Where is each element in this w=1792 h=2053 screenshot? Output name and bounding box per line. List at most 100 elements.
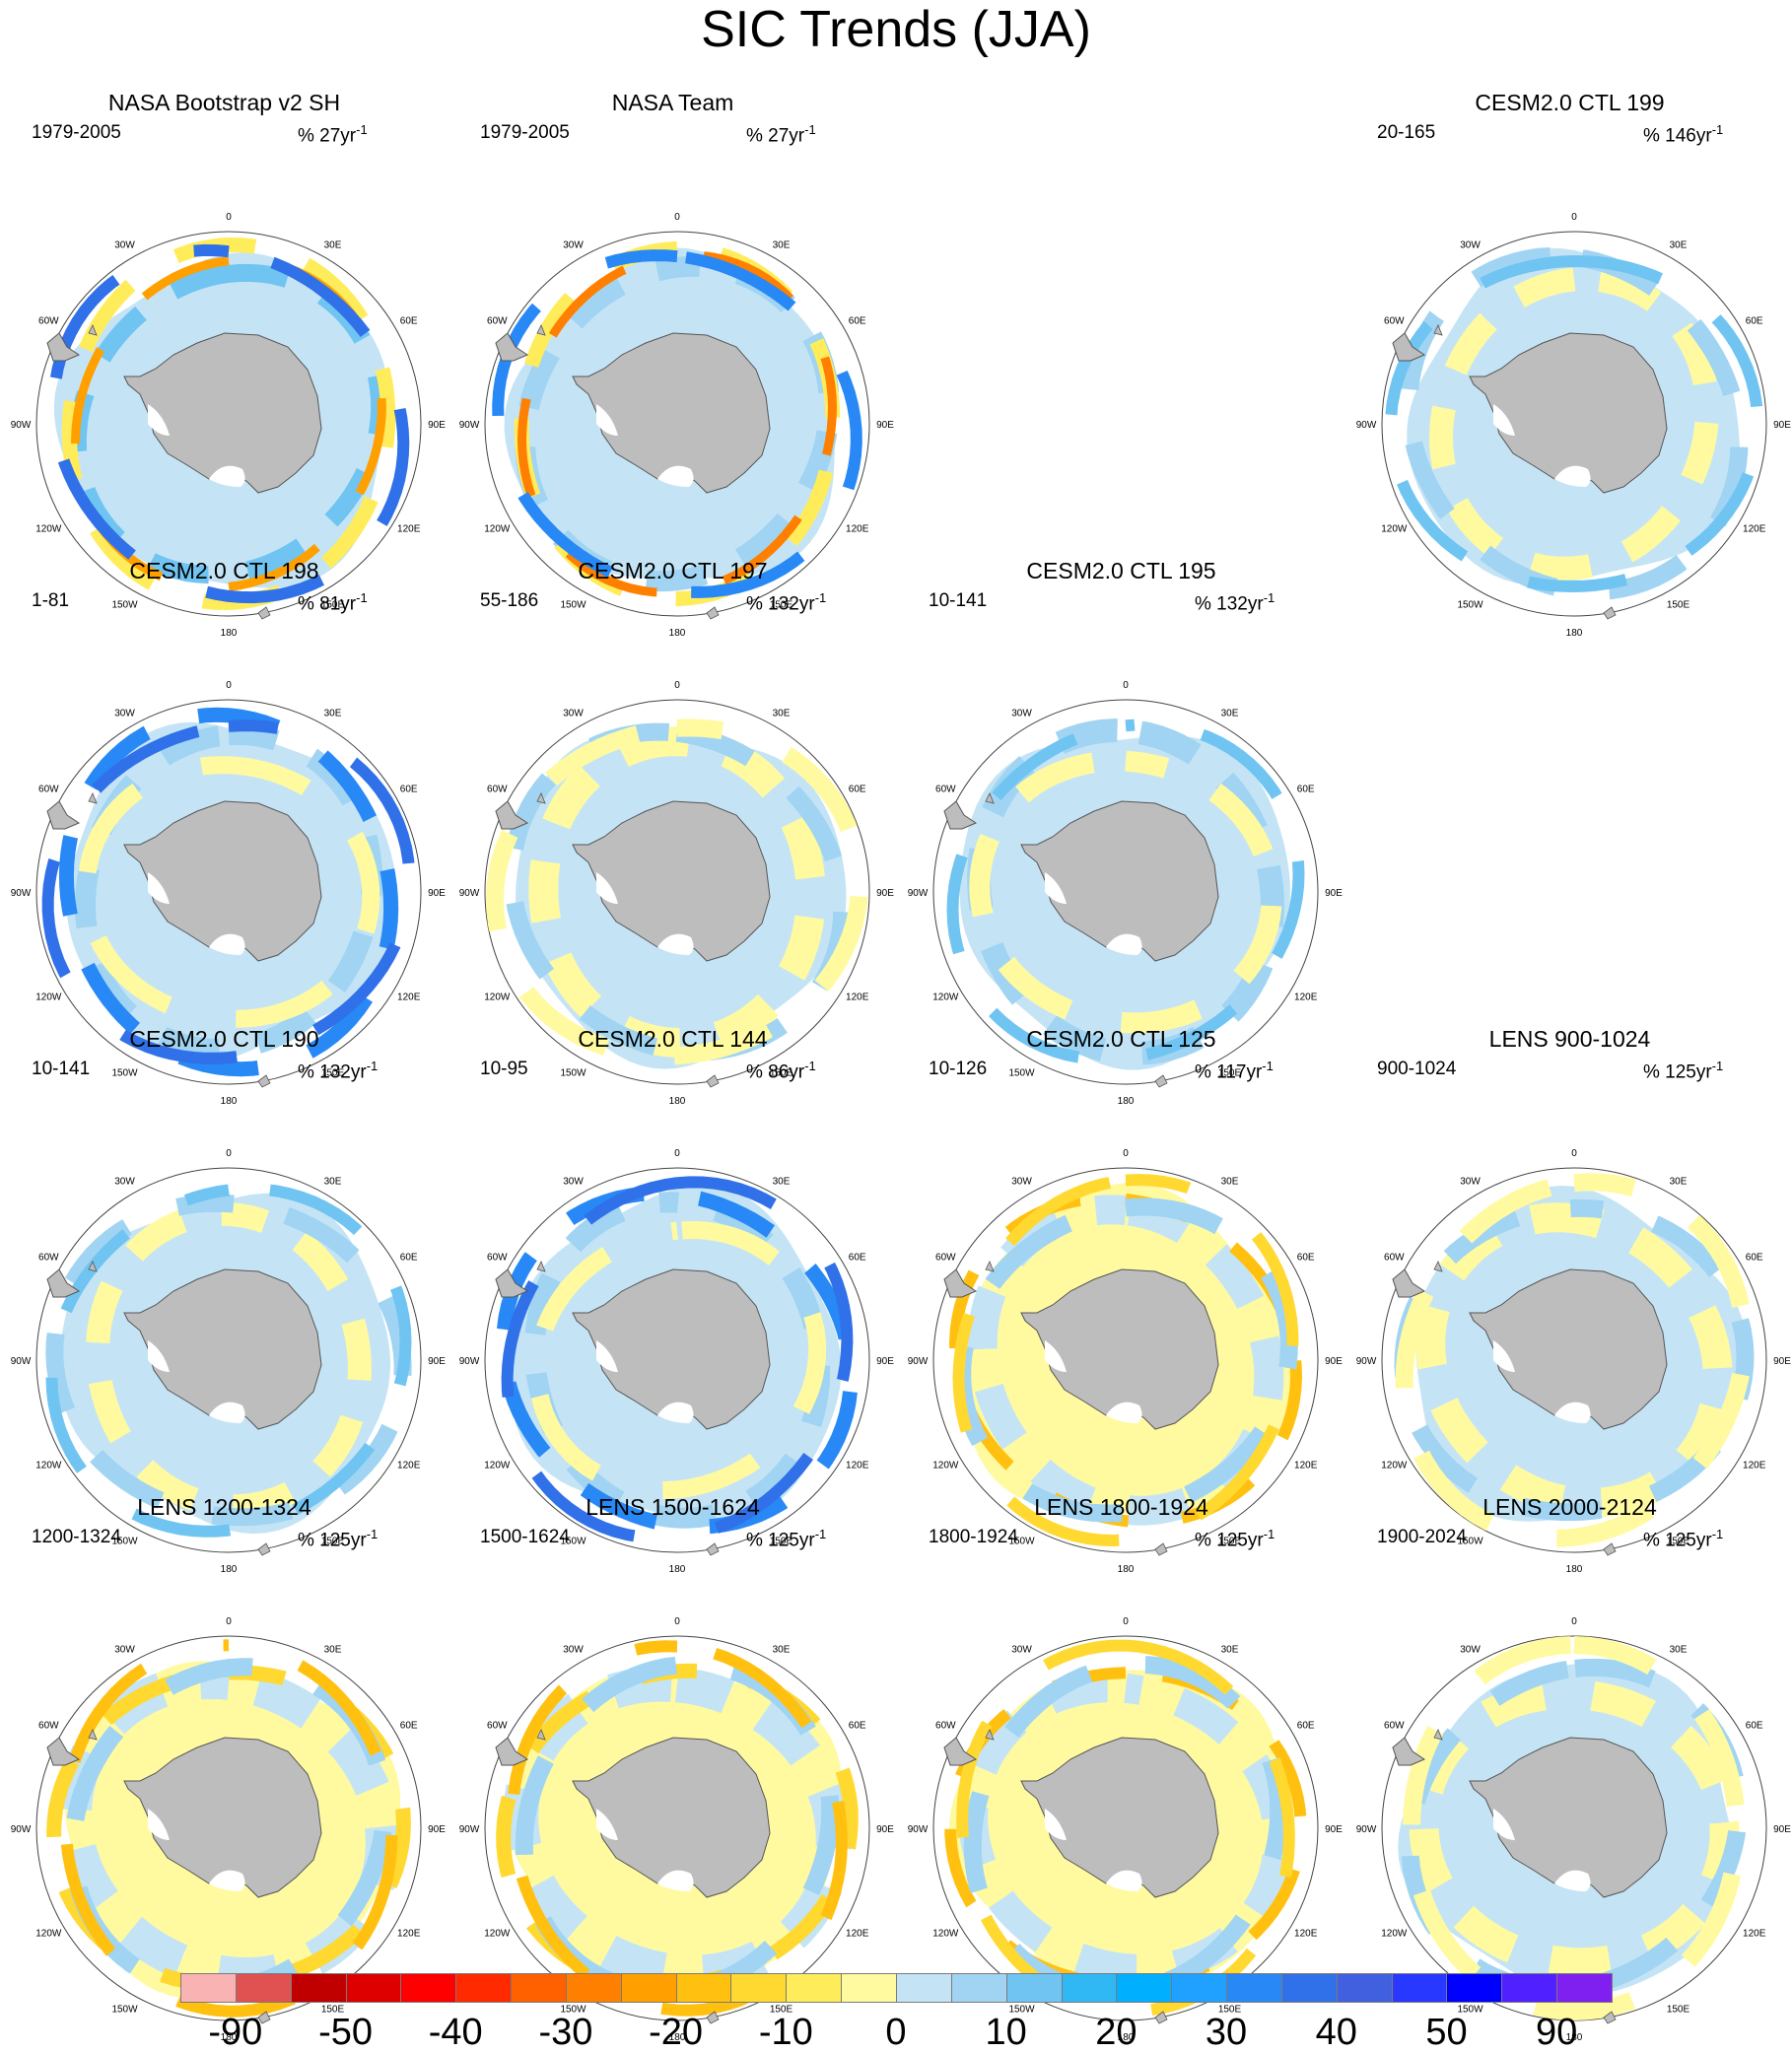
grid-longitude-label: 90E [1773, 1824, 1791, 1835]
colorbar-swatch [290, 1973, 347, 2003]
grid-longitude-label: 60W [38, 1253, 59, 1264]
grid-longitude-label: 120E [397, 1929, 421, 1940]
panel-title: CESM2.0 CTL 195 [1026, 558, 1216, 583]
grid-longitude-label: 0 [1123, 1616, 1129, 1627]
ronne-ice-shelf [596, 872, 618, 904]
panel-units-text: % 27yr [298, 125, 357, 147]
ronne-ice-shelf [148, 404, 170, 436]
trend-band [514, 240, 841, 607]
grid-longitude-label: 30E [324, 1644, 342, 1655]
ross-ice-shelf [209, 465, 245, 487]
grid-longitude-label: 120W [1381, 1461, 1408, 1471]
grid-longitude-label: 90E [428, 1824, 446, 1835]
colorbar-swatch [345, 1973, 402, 2003]
grid-longitude-label: 90W [1356, 1356, 1377, 1367]
grid-longitude-label: 30E [1670, 1644, 1688, 1655]
map-panel: LENS 1200-1324 1200-1324 % 125yr-1 0 30E 60E 9… [0, 1493, 448, 2043]
ross-ice-shelf [1106, 1870, 1142, 1891]
panel-units-text: % 132yr [298, 1061, 367, 1083]
grid-longitude-label: 60W [487, 1721, 508, 1732]
colorbar-tick-label: -30 [538, 2012, 593, 2053]
panel-period: 10-141 [929, 590, 988, 611]
grid-longitude-label: 90E [876, 1356, 894, 1367]
panel-title: LENS 1200-1324 [137, 1494, 311, 1520]
grid-longitude-label: 150W [1008, 1537, 1035, 1547]
new-zealand-landmass [706, 606, 720, 620]
grid-longitude-label: 60W [487, 1253, 508, 1264]
new-zealand-landmass [1603, 1542, 1617, 1556]
south-america-landmass [495, 332, 529, 362]
ross-ice-shelf [209, 1870, 245, 1891]
grid-longitude-label: 150W [1457, 2005, 1483, 2016]
trend-band [68, 263, 389, 584]
map-panel: CESM2.0 CTL 199 20-165 % 146yr-1 0 30E 60E 90E… [1345, 89, 1792, 639]
grid-longitude-label: 180 [1566, 2032, 1583, 2043]
colorbar-swatch [1501, 1973, 1558, 2003]
grid-longitude-label: 60W [1384, 1253, 1405, 1264]
grid-longitude-label: 30E [324, 240, 342, 250]
grid-longitude-label: 60E [400, 1253, 418, 1264]
grid-longitude-label: 30E [773, 240, 791, 250]
grid-longitude-label: 150W [1457, 600, 1483, 611]
panel-units: % 132yr-1 [298, 1055, 378, 1084]
panel-period: 10-95 [480, 1059, 528, 1079]
polar-map: 0 30E 60E 90E 120E 150E 180 150W 120W 90W 60W 30W [459, 680, 895, 1107]
grid-longitude-label: 120W [35, 992, 62, 1003]
grid-longitude-label: 0 [1123, 1148, 1129, 1159]
grid-longitude-label: 60W [1384, 316, 1405, 327]
panel-period: 10-141 [32, 1059, 91, 1079]
polar-map: 0 30E 60E 90E 120E 150E 180 150W 120W 90W 60W 30W [11, 212, 447, 639]
island-landmass [88, 324, 98, 336]
island-landmass [1433, 1729, 1443, 1741]
grid-longitude-label: 30W [563, 1644, 584, 1655]
south-america-landmass [943, 800, 978, 830]
new-zealand-landmass [706, 1074, 720, 1088]
colorbar-swatch [841, 1973, 897, 2003]
south-america-landmass [1392, 1737, 1426, 1766]
panel-title: LENS 1500-1624 [586, 1494, 760, 1520]
map-panel: CESM2.0 CTL 125 10-126% 117yr-1 0 30E 60E 90E… [897, 1025, 1345, 1575]
panel-units-exponent: -1 [1263, 590, 1275, 605]
grid-longitude-label: 30E [1670, 240, 1688, 250]
trend-band [523, 1192, 831, 1529]
trend-band [59, 1639, 398, 2018]
grid-longitude-label: 150E [1218, 1537, 1242, 1547]
panel-period: 1979-2005 [32, 122, 121, 143]
map-panel: NASA Team 1979-2005% 27yr-1 0 30E 60E 90E 120E… [448, 89, 897, 639]
panel-units-text: % 132yr [1195, 593, 1264, 615]
grid-longitude-label: 30W [1460, 240, 1481, 250]
polar-map: 0 30E 60E 90E 120E 150E 180 150W 120W 90W 60W 30W [459, 1616, 895, 2043]
polar-map: 0 30E 60E 90E 120E 150E 180 150W 120W 90W 60W 30W [908, 1616, 1344, 2043]
map-panel: CESM2.0 CTL 144 10-95% 86yr-1 0 30E 60E 90E 12… [448, 1025, 897, 1575]
trend-band [45, 1183, 412, 1538]
colorbar-tick-label: -40 [428, 2012, 483, 2053]
trend-band [61, 238, 396, 610]
south-america-landmass [1392, 332, 1426, 362]
panel-units-text: % 117yr [1195, 1061, 1263, 1083]
new-zealand-landmass [257, 606, 271, 620]
island-landmass [536, 1261, 546, 1272]
colorbar-swatch [786, 1973, 843, 2003]
colorbar-swatch [675, 1973, 732, 2003]
island-landmass [536, 1729, 546, 1741]
grid-longitude-label: 0 [1571, 1148, 1577, 1159]
panel-units-exponent: -1 [814, 590, 827, 605]
grid-longitude-label: 60E [1746, 1721, 1763, 1732]
island-landmass [985, 792, 995, 804]
grid-longitude-label: 60W [935, 1721, 956, 1732]
panel-units-exponent: -1 [804, 1059, 816, 1073]
map-panel: NASA Bootstrap v2 SH 1979-2005% 27yr-1 0 30… [0, 89, 448, 639]
grid-longitude-label: 120E [846, 1929, 869, 1940]
grid-longitude-label: 150E [770, 1537, 793, 1547]
grid-longitude-label: 90E [876, 1824, 894, 1835]
trend-band [486, 719, 868, 1065]
panel-period: 1979-2005 [480, 122, 570, 143]
colorbar-swatch [455, 1973, 513, 2003]
south-america-landmass [46, 1737, 81, 1766]
panel-title: LENS 2000-2124 [1482, 1494, 1657, 1520]
island-landmass [536, 324, 546, 336]
grid-longitude-label: 180 [221, 2032, 238, 2043]
grid-longitude-label: 30W [563, 708, 584, 719]
grid-longitude-label: 90W [11, 1356, 32, 1367]
grid-longitude-label: 150W [1008, 1068, 1035, 1079]
